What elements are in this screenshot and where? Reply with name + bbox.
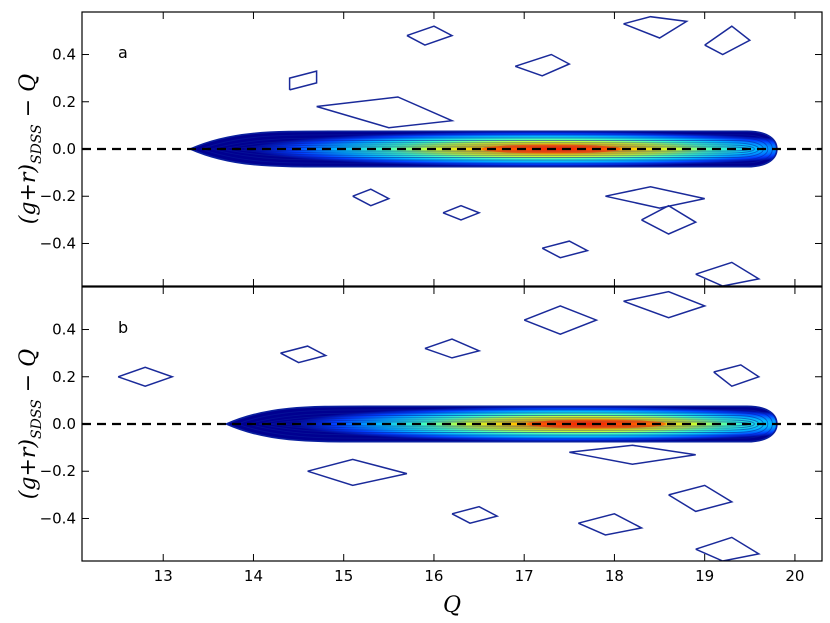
- panel-b-contour-lower-6: [569, 444, 696, 465]
- panel-b-contour-upper-4: [523, 305, 599, 336]
- x-tick-label: 13: [154, 567, 173, 585]
- panel-b-ticks: 13 14 15 16 17 18 19 20 −0.4 −0.2 0.0 0.2 0.4: [40, 287, 822, 585]
- panel-a-y-tick-label: 0.4: [52, 46, 76, 64]
- panel-b-y-tick-label: −0.4: [40, 509, 76, 527]
- panel-b-contour-lower-5: [695, 536, 761, 561]
- panel-b-contour-upper-5: [623, 290, 707, 319]
- panel-a-contour-lower-3: [541, 240, 590, 259]
- panel-b-contour-upper-1: [117, 366, 175, 387]
- panel-b-contour-lower-1: [307, 458, 408, 487]
- x-tick-label: 17: [515, 567, 534, 585]
- panel-b-density-level-3: [246, 412, 769, 436]
- panel-b-contour-lower-3: [578, 513, 644, 536]
- panel-a-y-tick-label: 0.0: [52, 140, 76, 158]
- panel-b-contour-upper-3: [424, 338, 482, 359]
- x-tick-label: 15: [334, 567, 353, 585]
- panel-a-y-tick-label: −0.2: [40, 187, 76, 205]
- panel-a-outlier-contours: [288, 15, 761, 286]
- panel-b-y-tick-label: 0.2: [52, 368, 76, 386]
- panel-a-contour-upper-3: [514, 53, 572, 77]
- x-tick-label: 20: [785, 567, 804, 585]
- panel-a-density-core: [188, 130, 778, 168]
- x-axis-title: Q: [443, 593, 461, 618]
- panel-a-y-tick-label: −0.4: [40, 234, 76, 252]
- panel-a-contour-lower-5: [695, 261, 761, 286]
- y-axis-title-main: (g+r): [16, 164, 41, 224]
- y-axis-title-main: (g+r): [16, 439, 41, 499]
- panel-a-contour-lower-4: [641, 204, 698, 235]
- panel-a: −0.4 −0.2 0.0 0.2 0.4 a: [40, 11, 823, 287]
- panel-a-contour-lower-6: [605, 186, 705, 209]
- panel-a-contour-upper-5: [704, 25, 752, 56]
- panel-b-contour-upper-2: [280, 345, 328, 364]
- y-axis-title-tail: − Q: [16, 349, 41, 399]
- x-tick-label: 18: [605, 567, 624, 585]
- panel-a-density-level-6: [244, 144, 755, 154]
- panel-a-ticks: −0.4 −0.2 0.0 0.2 0.4: [40, 12, 822, 286]
- panel-a-contour-upper-2: [406, 25, 454, 46]
- y-axis-title-tail: − Q: [16, 74, 41, 124]
- panel-b-y-tick-label: 0.4: [52, 321, 76, 339]
- panel-b-contour-lower-4: [668, 484, 734, 513]
- panel-a-density-level-3: [210, 137, 769, 161]
- x-tick-label: 19: [695, 567, 714, 585]
- panel-b-outlier-contours: [117, 290, 761, 561]
- panel-a-y-axis-title: (g+r)SDSS − Q: [16, 74, 45, 224]
- panel-a-contour-upper-4: [623, 15, 689, 39]
- x-tick-label: 16: [424, 567, 443, 585]
- panel-b-y-tick-label: −0.2: [40, 462, 76, 480]
- panel-a-contour-upper-6: [316, 96, 455, 129]
- panel-a-y-tick-label: 0.2: [52, 93, 76, 111]
- panel-a-contour-lower-2: [442, 204, 482, 221]
- panel-a-frame: [81, 11, 823, 287]
- panel-b-frame: [81, 286, 823, 562]
- panel-b-contour-upper-6: [713, 364, 761, 388]
- panel-b-y-axis-title: (g+r)SDSS − Q: [16, 349, 45, 499]
- panel-a-letter: a: [118, 43, 128, 62]
- panel-b: 13 14 15 16 17 18 19 20 −0.4 −0.2 0.0 0.2 0.4 b: [40, 286, 823, 585]
- y-axis-title-subscript: SDSS: [29, 399, 45, 439]
- panel-a-contour-lower-1: [352, 188, 391, 207]
- panel-a-contour-upper-1: [288, 70, 318, 91]
- panel-b-density-level-6: [280, 419, 755, 429]
- y-axis-title-subscript: SDSS: [29, 124, 45, 164]
- panel-b-y-tick-label: 0.0: [52, 415, 76, 433]
- x-tick-label: 14: [244, 567, 263, 585]
- panel-b-letter: b: [118, 318, 128, 337]
- panel-b-contour-lower-2: [451, 505, 500, 524]
